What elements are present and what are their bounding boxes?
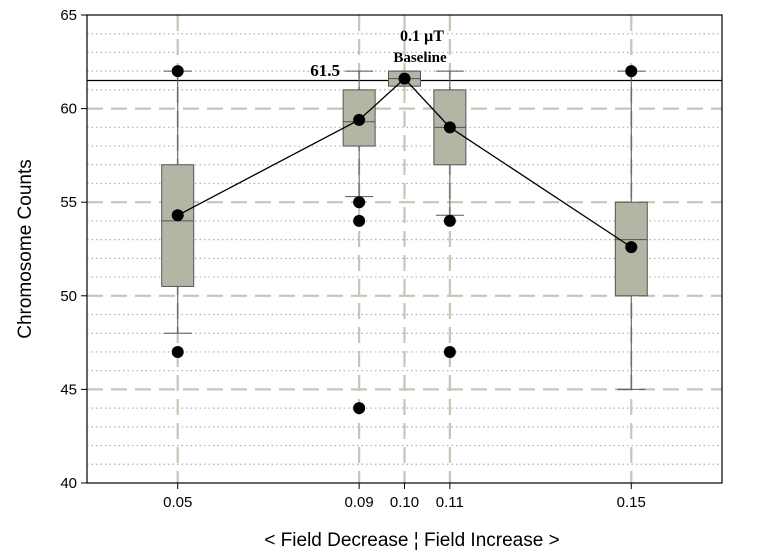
outlier-point: [353, 402, 366, 415]
mean-point: [353, 113, 366, 126]
outlier-point: [171, 65, 184, 78]
x-tick-label: 0.11: [436, 494, 464, 511]
point-layer: [171, 65, 638, 415]
ref-line-label: 61.5: [310, 61, 340, 80]
mean-point: [398, 72, 411, 85]
x-tick-label: 0.05: [163, 494, 192, 511]
x-axis-title: < Field Decrease ¦ Field Increase >: [264, 530, 559, 551]
y-tick-label: 45: [60, 381, 77, 398]
y-axis-title: Chromosome Counts: [15, 159, 36, 339]
baseline-annotation-line1: 0.1 µT: [400, 28, 444, 45]
x-tick-label: 0.15: [617, 494, 646, 511]
outlier-point: [353, 214, 366, 227]
tick-layer: 40 45 50 55 60 65 0.05 0.09 0.10 0.11 0.15: [60, 7, 646, 511]
box: [161, 164, 195, 287]
x-tick-label: 0.09: [345, 494, 374, 511]
outlier-point: [443, 345, 456, 358]
mean-point: [625, 241, 638, 254]
mean-point: [443, 121, 456, 134]
box-layer: [161, 70, 648, 390]
x-tick-label: 0.10: [390, 494, 419, 511]
outlier-point: [443, 214, 456, 227]
outlier-point: [171, 345, 184, 358]
y-tick-label: 40: [60, 475, 77, 492]
y-tick-label: 55: [60, 194, 77, 211]
baseline-annotation-line2: Baseline: [393, 50, 447, 66]
mean-point: [171, 209, 184, 222]
y-tick-label: 65: [60, 7, 77, 24]
y-tick-label: 60: [60, 101, 77, 118]
outlier-point: [353, 196, 366, 209]
outlier-point: [625, 65, 638, 78]
y-tick-label: 50: [60, 288, 77, 305]
